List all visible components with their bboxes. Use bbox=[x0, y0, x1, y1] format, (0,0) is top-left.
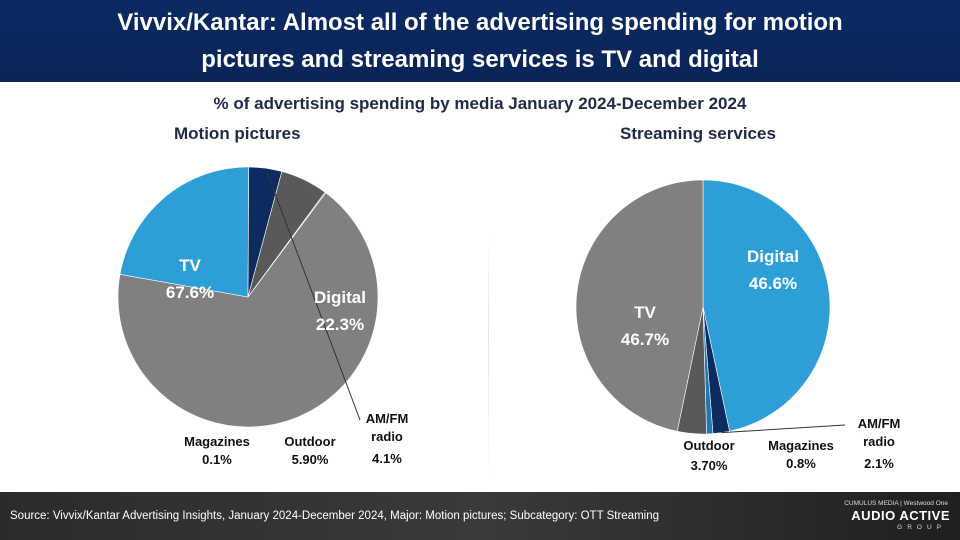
motion-leader-am-fm-radio bbox=[264, 168, 361, 421]
streaming-label-magazines-name: Magazines bbox=[768, 438, 834, 453]
motion-pictures-title: Motion pictures bbox=[174, 124, 301, 143]
brand-top-line: CUMULUS MEDIA | Westwood One bbox=[844, 500, 948, 507]
chart-subtitle: % of advertising spending by media Janua… bbox=[213, 94, 747, 113]
streaming-label-am-fm-radio-name-1: radio bbox=[863, 434, 895, 449]
streaming-label-am-fm-radio-name-0: AM/FM bbox=[858, 416, 901, 431]
streaming-label-magazines-value: 0.8% bbox=[786, 456, 816, 471]
motion-label-am-fm-radio-value: 4.1% bbox=[372, 451, 402, 466]
streaming-label-am-fm-radio-value: 2.1% bbox=[864, 456, 894, 471]
header-banner: Vivvix/Kantar: Almost all of the adverti… bbox=[0, 0, 960, 82]
motion-slice-tv bbox=[117, 192, 379, 428]
streaming-label-outdoor-name: Outdoor bbox=[683, 438, 734, 453]
streaming-services-title: Streaming services bbox=[620, 124, 776, 143]
streaming-slice-digital bbox=[702, 179, 831, 432]
page-title-line-2: pictures and streaming services is TV an… bbox=[201, 46, 759, 73]
motion-label-magazines-value: 0.1% bbox=[202, 452, 232, 467]
motion-label-digital-value: 22.3% bbox=[316, 315, 364, 334]
motion-label-magazines-name: Magazines bbox=[184, 434, 250, 449]
brand-logo-text: AUDIO ACTIVE bbox=[851, 508, 950, 523]
motion-slice-digital bbox=[119, 166, 250, 298]
page-title-line-1: Vivvix/Kantar: Almost all of the adverti… bbox=[117, 9, 843, 36]
motion-label-am-fm-radio-name-1: radio bbox=[371, 429, 403, 444]
streaming-label-outdoor-value: 3.70% bbox=[691, 458, 728, 473]
footer-bar: Source: Vivvix/Kantar Advertising Insigh… bbox=[0, 492, 960, 540]
streaming-label-tv-value: 46.7% bbox=[621, 330, 669, 349]
source-note: Source: Vivvix/Kantar Advertising Insigh… bbox=[10, 510, 659, 522]
motion-label-outdoor-value: 5.90% bbox=[292, 452, 329, 467]
brand-sub-text: GROUP bbox=[897, 524, 946, 531]
streaming-label-digital-value: 46.6% bbox=[749, 274, 797, 293]
motion-label-outdoor-name: Outdoor bbox=[284, 434, 335, 449]
chart-divider bbox=[488, 232, 489, 482]
streaming-label-tv-name: TV bbox=[634, 303, 656, 322]
streaming-slice-tv bbox=[575, 179, 704, 432]
motion-label-am-fm-radio-name-0: AM/FM bbox=[366, 411, 409, 426]
motion-slice-magazines bbox=[247, 191, 327, 298]
motion-label-tv-value: 67.6% bbox=[166, 283, 214, 302]
motion-label-digital-name: Digital bbox=[314, 288, 366, 307]
motion-label-tv-name: TV bbox=[179, 256, 201, 275]
streaming-leader-am-fm-radio bbox=[721, 424, 846, 434]
streaming-label-digital-name: Digital bbox=[747, 247, 799, 266]
